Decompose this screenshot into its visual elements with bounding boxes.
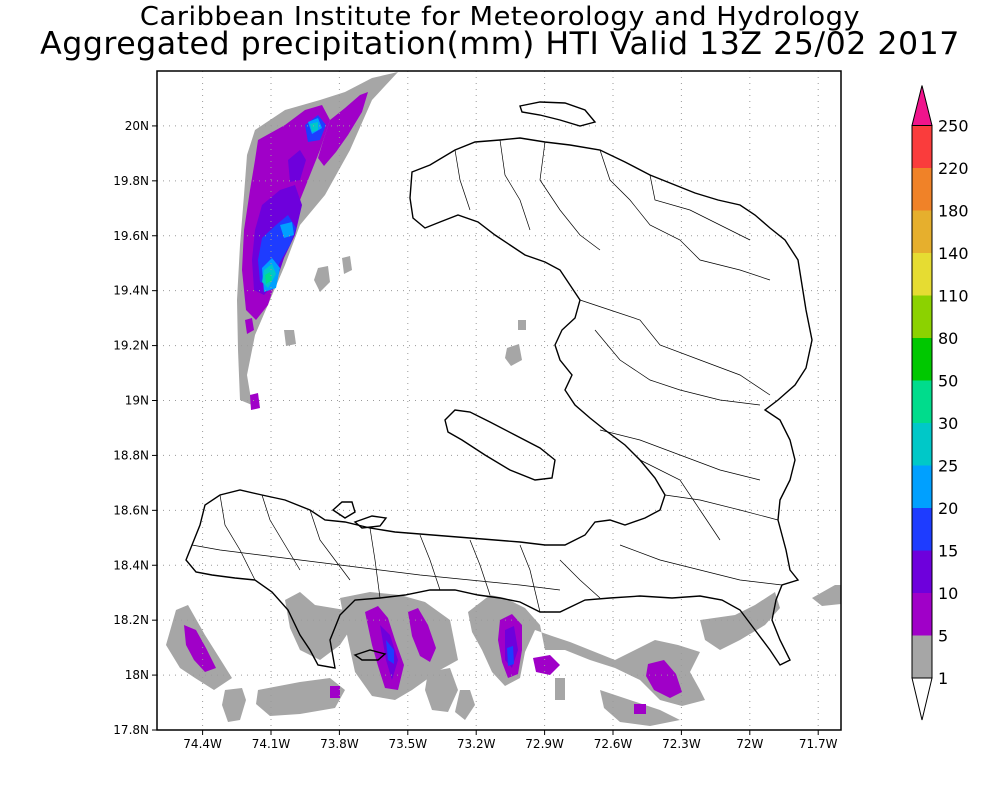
legend-label: 110 [938, 287, 969, 306]
product-title: Aggregated precipitation(mm) HTI Valid 1… [40, 26, 960, 62]
y-tick-label: 20N [125, 119, 149, 133]
haiti-landmass [185, 101, 813, 669]
y-tick-label: 19.6N [113, 229, 149, 243]
x-tick-label: 73.2W [457, 737, 496, 751]
institute-title: Caribbean Institute for Meteorology and … [139, 2, 861, 32]
x-tick-label: 71.7W [799, 737, 838, 751]
gridlines [157, 71, 841, 730]
y-tick-label: 19.8N [113, 174, 149, 188]
longitude-axis: 74.4W 74.1W 73.8W 73.5W 73.2W 72.9W 72.6W 72.3W… [183, 730, 838, 751]
y-tick-label: 18.8N [113, 448, 149, 462]
legend-swatch [912, 550, 932, 593]
legend-label: 30 [938, 414, 958, 433]
legend-label: 1 [938, 669, 948, 688]
legend-label: 80 [938, 329, 958, 348]
legend-swatch [912, 593, 932, 636]
y-tick-label: 18N [125, 668, 149, 682]
y-tick-label: 18.2N [113, 613, 149, 627]
legend-swatch [912, 210, 932, 253]
legend-swatch [912, 295, 932, 338]
legend-label: 140 [938, 244, 969, 263]
legend-outline [911, 125, 933, 679]
legend-label: 20 [938, 499, 958, 518]
legend-swatch [912, 423, 932, 466]
x-tick-label: 72.6W [594, 737, 633, 751]
x-tick-label: 72.3W [662, 737, 701, 751]
x-tick-label: 73.5W [389, 737, 428, 751]
latitude-axis: 17.8N 18N 18.2N 18.4N 18.6N 18.8N 19N 19.2N 19.4… [113, 119, 157, 737]
legend-bottom-arrow [911, 677, 933, 721]
y-tick-label: 18.6N [113, 503, 149, 517]
legend-label: 15 [938, 542, 958, 561]
x-tick-label: 73.8W [320, 737, 359, 751]
y-tick-label: 17.8N [113, 723, 149, 737]
y-tick-label: 19.4N [113, 284, 149, 298]
legend-swatch [912, 465, 932, 508]
legend-swatch [912, 380, 932, 423]
legend-swatch [912, 338, 932, 381]
legend-top-arrow [911, 85, 933, 126]
legend-label: 180 [938, 202, 969, 221]
legend-swatch [912, 168, 932, 211]
legend-label: 25 [938, 457, 958, 476]
legend-swatch [912, 253, 932, 296]
x-tick-label: 74.1W [252, 737, 291, 751]
legend-label: 10 [938, 584, 958, 603]
legend-swatch [912, 508, 932, 551]
y-tick-label: 19N [125, 394, 149, 408]
legend-label: 250 [938, 117, 969, 136]
y-tick-label: 19.2N [113, 339, 149, 353]
x-tick-label: 74.4W [183, 737, 222, 751]
x-tick-label: 72.9W [525, 737, 564, 751]
legend-label: 220 [938, 159, 969, 178]
legend-swatch [912, 635, 932, 678]
legend-swatch [912, 125, 932, 168]
department-boundaries [191, 139, 783, 613]
legend-label: 50 [938, 372, 958, 391]
x-tick-label: 72W [736, 737, 763, 751]
y-tick-label: 18.4N [113, 558, 149, 572]
legend-label: 5 [938, 627, 948, 646]
precip-band-30-50 [265, 272, 272, 284]
